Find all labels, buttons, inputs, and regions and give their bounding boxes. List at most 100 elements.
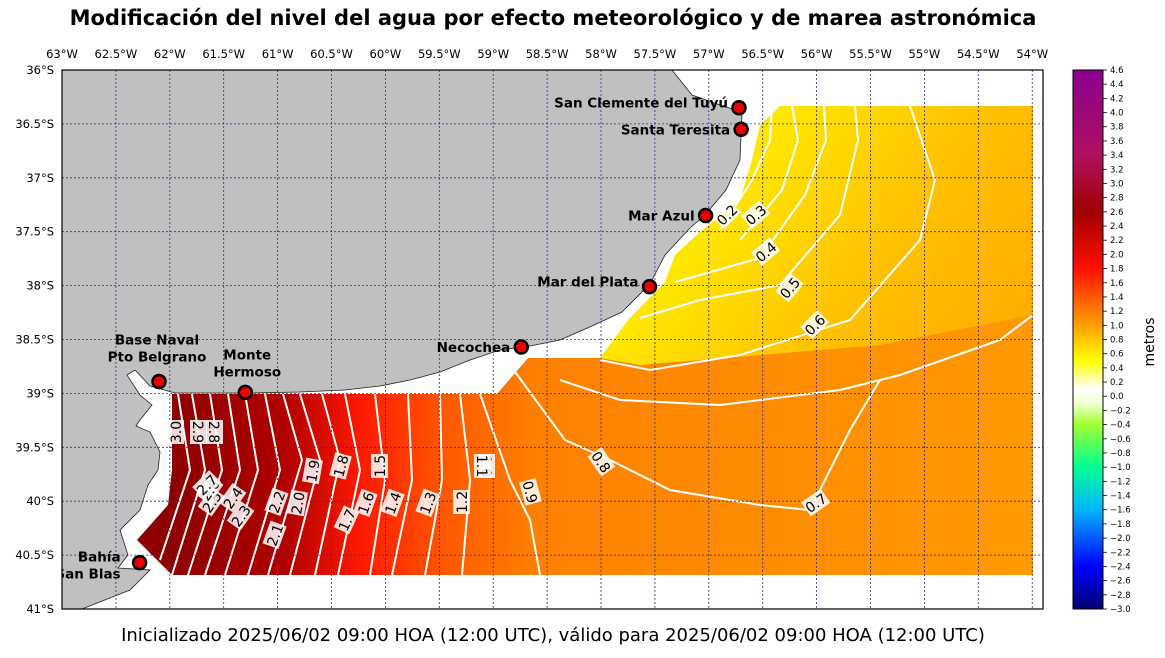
lon-tick-label: 55.5°W bbox=[849, 47, 892, 61]
colorbar-tick-label: 0.2 bbox=[1110, 378, 1124, 388]
svg-text:0.9: 0.9 bbox=[518, 479, 539, 505]
lat-lon-grid bbox=[62, 70, 1043, 609]
stations: San Clemente del Tuyú Santa Teresita Mar A… bbox=[62, 96, 749, 583]
colorbar-tick-label: −2.6 bbox=[1110, 577, 1131, 587]
svg-text:1.3: 1.3 bbox=[418, 490, 441, 516]
station-dot bbox=[731, 99, 747, 116]
svg-text:2.0: 2.0 bbox=[289, 491, 309, 516]
lat-tick-label: 37°S bbox=[26, 171, 54, 185]
svg-text:2.1: 2.1 bbox=[265, 522, 288, 548]
colorbar-tick-label: −0.4 bbox=[1110, 421, 1131, 431]
lon-tick-label: 59.5°W bbox=[418, 47, 461, 61]
contour-label: 1.1 bbox=[473, 454, 491, 478]
station-label: San Clemente del Tuyú bbox=[554, 96, 728, 112]
svg-text:3.0: 3.0 bbox=[169, 421, 185, 443]
station-label: Mar del Plata bbox=[537, 275, 638, 291]
contour-label: 1.3 bbox=[415, 488, 441, 518]
lat-tick-label: 41°S bbox=[26, 602, 54, 616]
colorbar-tick-label: −2.4 bbox=[1110, 562, 1131, 572]
lat-tick-label: 40.5°S bbox=[15, 548, 54, 562]
station-dot bbox=[697, 207, 714, 224]
lat-tick-label: 40°S bbox=[26, 494, 54, 508]
lon-tick-label: 56.5°W bbox=[741, 47, 784, 61]
contour-labels: 0.20.30.40.50.60.70.80.91.01.11.21.31.41… bbox=[167, 200, 831, 550]
svg-text:1.6: 1.6 bbox=[356, 490, 379, 516]
station-marker: Mar del Plata bbox=[537, 275, 658, 295]
colorbar-tick-label: 2.4 bbox=[1110, 222, 1124, 232]
lon-tick-label: 61°W bbox=[262, 47, 294, 61]
contour-label: 1.4 bbox=[380, 488, 405, 518]
colorbar-tick-label: −2.2 bbox=[1110, 548, 1131, 558]
station-label: Monte bbox=[223, 347, 271, 363]
colorbar-tick-label: 3.6 bbox=[1110, 137, 1124, 147]
colorbar-tick-label: −1.2 bbox=[1110, 477, 1131, 487]
colorbar-tick-label: 2.8 bbox=[1110, 194, 1124, 204]
lat-tick-label: 38°S bbox=[26, 279, 54, 293]
contour-label: 1.8 bbox=[329, 452, 353, 480]
colorbar-tick-label: −0.8 bbox=[1110, 449, 1131, 459]
lon-tick-label: 58.5°W bbox=[526, 47, 569, 61]
contour-label: 2.8 bbox=[205, 420, 223, 444]
svg-text:1.2: 1.2 bbox=[455, 491, 471, 513]
colorbar-tick-label: −1.0 bbox=[1110, 463, 1131, 473]
lat-tick-label: 37.5°S bbox=[15, 225, 54, 239]
lon-tick-label: 60.5°W bbox=[310, 47, 353, 61]
lon-tick-label: 58°W bbox=[585, 47, 617, 61]
colorbar-tick-label: 4.2 bbox=[1110, 94, 1124, 104]
lon-tick-label: 60°W bbox=[370, 47, 402, 61]
colorbar-tick-label: −1.6 bbox=[1110, 506, 1131, 516]
station-dot bbox=[237, 384, 254, 401]
svg-text:1.8: 1.8 bbox=[331, 453, 352, 479]
svg-text:2.9: 2.9 bbox=[189, 421, 205, 443]
station-dot bbox=[151, 373, 167, 390]
longitude-ticks: 63°W 62.5°W 62°W 61.5°W 61°W 60.5°W 60°W 59.5°W… bbox=[46, 47, 1048, 61]
lon-tick-label: 57°W bbox=[693, 47, 725, 61]
station-label: Necochea bbox=[437, 340, 511, 356]
colorbar-tick-label: 4.4 bbox=[1110, 80, 1124, 90]
colorbar-tick-label: 3.0 bbox=[1110, 179, 1124, 189]
colorbar-unit-label: metros bbox=[1142, 317, 1158, 366]
colorbar-tick-label: −2.0 bbox=[1110, 534, 1131, 544]
colorbar-tick-label: 0.4 bbox=[1110, 364, 1124, 374]
station-marker: Santa Teresita bbox=[621, 121, 749, 138]
contour-label: 2.0 bbox=[287, 489, 309, 517]
contour-label: 2.9 bbox=[189, 420, 207, 444]
lat-tick-label: 36.5°S bbox=[15, 117, 54, 131]
latitude-ticks: 36°S 36.5°S 37°S 37.5°S 38°S 38.5°S 39°S 39.5°S… bbox=[15, 63, 54, 616]
contour-label: 1.5 bbox=[371, 454, 389, 478]
lon-tick-label: 62°W bbox=[154, 47, 186, 61]
page-title: Modificación del nivel del agua por efec… bbox=[69, 6, 1037, 30]
contour-label: 0.9 bbox=[518, 478, 542, 506]
lon-tick-label: 63°W bbox=[46, 47, 78, 61]
station-label: Santa Teresita bbox=[621, 122, 730, 138]
station-label: Bahía bbox=[78, 550, 121, 566]
svg-text:1.5: 1.5 bbox=[373, 455, 389, 477]
lon-tick-label: 61.5°W bbox=[202, 47, 245, 61]
lon-tick-label: 54°W bbox=[1016, 47, 1048, 61]
colorbar-ticks: 4.6 4.4 4.2 4.0 3.8 3.6 3.4 3.2 3.0 2.8 2.6 2.4 2.2 2… bbox=[1103, 66, 1131, 615]
colorbar-tick-label: 2.2 bbox=[1110, 236, 1124, 246]
colorbar-tick-label: 0.0 bbox=[1110, 392, 1124, 402]
station-dot bbox=[131, 554, 148, 571]
svg-text:1.9: 1.9 bbox=[304, 459, 324, 484]
station-marker: Necochea bbox=[437, 339, 529, 356]
contour-label: 1.9 bbox=[302, 457, 324, 485]
colorbar-tick-label: 4.0 bbox=[1110, 109, 1124, 119]
colorbar-tick-label: −0.6 bbox=[1110, 435, 1131, 445]
colorbar-tick-label: −1.8 bbox=[1110, 520, 1131, 530]
svg-text:2.2: 2.2 bbox=[267, 489, 290, 515]
station-label: Pto Belgrano bbox=[108, 350, 207, 366]
colorbar-tick-label: 0.8 bbox=[1110, 336, 1124, 346]
contour-label: 1.2 bbox=[453, 490, 471, 514]
contour-label: 2.2 bbox=[264, 487, 290, 517]
contour-lines bbox=[159, 105, 1034, 576]
colorbar-tick-label: 1.6 bbox=[1110, 279, 1124, 289]
colorbar-tick-label: −0.2 bbox=[1110, 406, 1131, 416]
lon-tick-label: 59°W bbox=[477, 47, 509, 61]
colorbar-tick-label: 1.8 bbox=[1110, 265, 1124, 275]
svg-text:1.1: 1.1 bbox=[473, 455, 489, 477]
